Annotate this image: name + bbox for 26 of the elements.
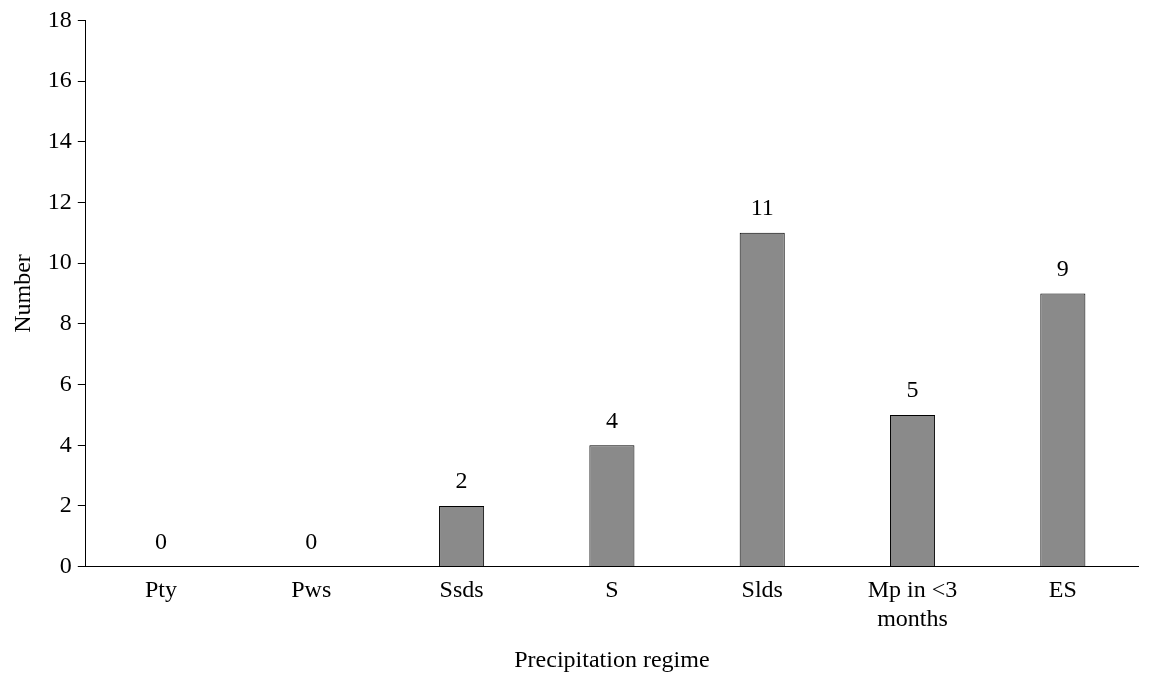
y-tick-label: 12 — [47, 187, 72, 214]
x-tick-label: ES — [1048, 576, 1077, 603]
x-tick-label: Pty — [144, 576, 177, 603]
x-tick-label: Pws — [291, 576, 332, 603]
y-tick-label: 8 — [59, 309, 72, 336]
x-tick-label: Ssds — [439, 576, 484, 603]
y-tick-label: 0 — [59, 551, 72, 578]
x-axis-title: Precipitation regime — [514, 645, 710, 672]
data-label: 11 — [750, 194, 774, 221]
data-label: 0 — [154, 527, 167, 554]
y-tick-label: 2 — [59, 491, 72, 518]
x-tick-label: Slds — [741, 576, 783, 603]
data-label: 2 — [455, 467, 468, 494]
y-axis-title: Number — [8, 254, 35, 333]
y-tick-label: 16 — [47, 66, 72, 93]
y-tick-label: 14 — [47, 127, 72, 154]
y-tick-label: 10 — [47, 248, 72, 275]
data-label: 4 — [605, 406, 618, 433]
y-tick-label: 4 — [59, 430, 72, 457]
data-label: 9 — [1056, 254, 1069, 281]
data-label: 0 — [305, 527, 318, 554]
y-tick-label: 6 — [59, 369, 72, 396]
data-label: 5 — [906, 376, 919, 403]
y-tick-label: 18 — [47, 5, 72, 32]
x-tick-label: S — [605, 576, 619, 603]
x-tick-label: Mp in <3 months — [867, 576, 958, 632]
